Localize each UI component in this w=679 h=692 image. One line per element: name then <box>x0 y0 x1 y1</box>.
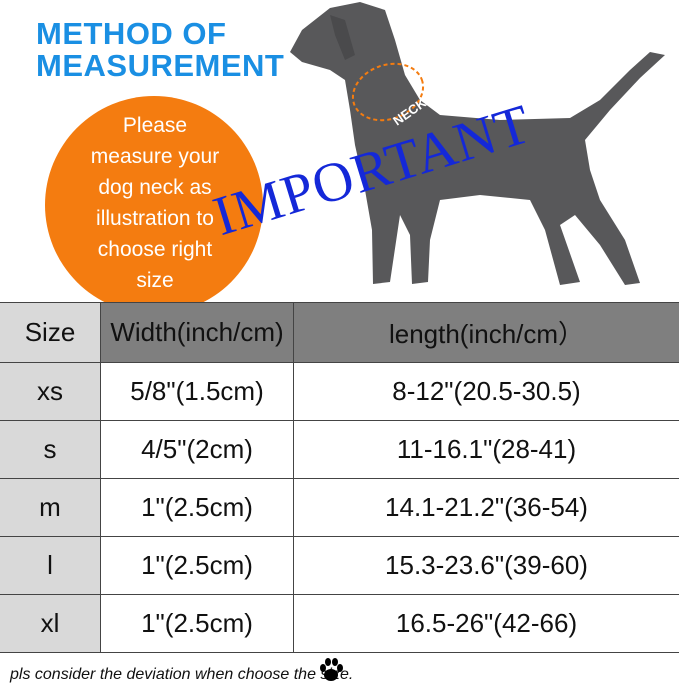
table-row: xl 1"(2.5cm) 16.5-26"(42-66) <box>0 594 679 653</box>
cell-length: 16.5-26"(42-66) <box>293 594 679 653</box>
paw-icon <box>320 658 343 681</box>
cell-length: 8-12"(20.5-30.5) <box>293 362 679 421</box>
header-size: Size <box>0 302 101 363</box>
instruction-line: Please <box>122 114 188 137</box>
cell-size: xl <box>0 594 101 653</box>
title-line-1: METHOD OF <box>36 16 227 51</box>
table-row: xs 5/8"(1.5cm) 8-12"(20.5-30.5) <box>0 362 679 421</box>
instruction-line: illustration to <box>96 207 214 230</box>
instruction-text: Please measure your dog neck as illustra… <box>70 110 240 296</box>
header-length: length(inch/cm） <box>293 302 679 363</box>
cell-size: l <box>0 536 101 595</box>
neck-measure-loop <box>351 62 425 122</box>
title-line-2: MEASUREMENT <box>36 48 285 83</box>
instruction-line: choose right <box>97 238 213 261</box>
dog-illustration: NECK <box>290 2 665 285</box>
size-table: Size Width(inch/cm) length(inch/cm） xs 5/… <box>0 302 679 653</box>
table-row: s 4/5"(2cm) 11-16.1"(28-41) <box>0 420 679 479</box>
cell-size: m <box>0 478 101 537</box>
table-row: l 1"(2.5cm) 15.3-23.6"(39-60) <box>0 536 679 595</box>
instruction-line: measure your <box>90 145 220 168</box>
cell-size: xs <box>0 362 101 421</box>
cell-length: 14.1-21.2"(36-54) <box>293 478 679 537</box>
cell-length: 11-16.1"(28-41) <box>293 420 679 479</box>
cell-length: 15.3-23.6"(39-60) <box>293 536 679 595</box>
instruction-circle <box>45 96 263 314</box>
cell-width: 1"(2.5cm) <box>100 594 294 653</box>
cell-width: 5/8"(1.5cm) <box>100 362 294 421</box>
page-title: METHOD OF MEASUREMENT <box>36 18 284 82</box>
cell-width: 1"(2.5cm) <box>100 536 294 595</box>
deviation-note: pls consider the deviation when choose t… <box>10 666 354 683</box>
table-header-row: Size Width(inch/cm) length(inch/cm） <box>0 302 679 363</box>
cell-size: s <box>0 420 101 479</box>
dog-silhouette <box>290 2 665 285</box>
instruction-line: dog neck as <box>98 176 212 199</box>
header-width: Width(inch/cm) <box>100 302 294 363</box>
cell-width: 4/5"(2cm) <box>100 420 294 479</box>
cell-width: 1"(2.5cm) <box>100 478 294 537</box>
instruction-line: size <box>136 269 174 292</box>
table-row: m 1"(2.5cm) 14.1-21.2"(36-54) <box>0 478 679 537</box>
